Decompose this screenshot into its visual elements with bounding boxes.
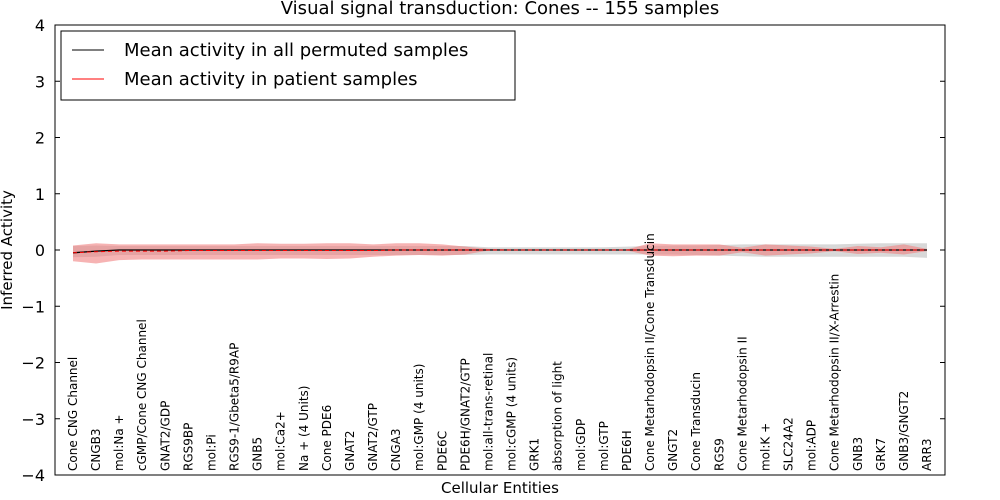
- x-category-label: Cone CNG Channel: [66, 357, 80, 471]
- legend-box: [60, 30, 516, 101]
- x-category-label: mol:GMP (4 units): [412, 364, 426, 471]
- x-category-label: Cone Metarhodopsin II/X-Arrestin: [828, 274, 842, 471]
- x-category-label: GRK7: [874, 438, 888, 471]
- y-tick-label: 2: [35, 129, 45, 148]
- x-category-label: cGMP/Cone CNG Channel: [135, 319, 149, 471]
- y-tick-label: −3: [21, 410, 45, 429]
- x-category-label: mol:cGMP (4 units): [505, 357, 519, 471]
- y-axis-title: Inferred Activity: [0, 190, 16, 310]
- x-category-label: GNAT2/GDP: [158, 401, 172, 471]
- x-category-label: GNGT2: [666, 429, 680, 471]
- x-category-label: Cone PDE6: [320, 405, 334, 471]
- y-tick-label: −2: [21, 354, 45, 373]
- x-category-label: GNB3/GNGT2: [897, 391, 911, 471]
- y-tick-label: 1: [35, 185, 45, 204]
- x-category-label: mol:GTP: [597, 421, 611, 471]
- x-category-label: CNGB3: [89, 428, 103, 471]
- x-category-label: mol:ADP: [805, 420, 819, 471]
- x-category-label: Cone Metarhodopsin II: [735, 336, 749, 471]
- x-category-label: Cone Metarhodopsin II/Cone Transducin: [643, 233, 657, 471]
- y-tick-label: 0: [35, 241, 45, 260]
- band-patient: [73, 243, 927, 264]
- x-category-label: PDE6C: [435, 431, 449, 471]
- series-lines: [72, 249, 927, 254]
- x-category-label: absorption of light: [551, 361, 565, 471]
- x-category-label: RGS9-1/Gbeta5/R9AP: [228, 343, 242, 471]
- x-category-label: Cone Transducin: [689, 372, 703, 471]
- x-category-label: GNAT2/GTP: [366, 403, 380, 471]
- x-category-label: CNGA3: [389, 429, 403, 472]
- y-tick-label: −1: [21, 297, 45, 316]
- x-axis-category-labels: Cone CNG Channel CNGB3 mol:Na + cGMP/Cone C…: [66, 233, 934, 471]
- legend: Mean activity in all permuted samples Me…: [60, 30, 516, 101]
- x-category-label: GNB3: [851, 437, 865, 471]
- x-category-label: mol:K +: [758, 423, 772, 471]
- y-tick-label: 3: [35, 72, 45, 91]
- x-category-label: GRK1: [528, 438, 542, 471]
- x-category-label: PDE6H: [620, 430, 634, 471]
- y-tick-label: 4: [35, 16, 45, 35]
- x-axis-title: Cellular Entities: [441, 479, 559, 497]
- chart-title: Visual signal transduction: Cones -- 155…: [281, 0, 719, 19]
- x-category-label: mol:Na +: [112, 414, 126, 471]
- y-axis-ticks: 4 3 2 1 0 −1 −2 −3 −4: [21, 16, 945, 485]
- x-category-label: mol:Ca2+: [274, 411, 288, 471]
- x-category-label: ARR3: [920, 438, 934, 471]
- x-category-label: SLC24A2: [782, 417, 796, 471]
- x-category-label: mol:all-trans-retinal: [481, 353, 495, 471]
- legend-label-permuted: Mean activity in all permuted samples: [124, 40, 468, 61]
- x-category-label: PDE6H/GNAT2/GTP: [458, 358, 472, 471]
- x-category-label: mol:Pi: [204, 434, 218, 471]
- x-category-label: RGS9BP: [181, 423, 195, 471]
- x-category-label: Na + (4 Units): [297, 385, 311, 471]
- x-category-label: GNB5: [251, 437, 265, 471]
- legend-label-patient: Mean activity in patient samples: [124, 69, 418, 90]
- x-category-label: RGS9: [712, 438, 726, 471]
- line-patient: [72, 249, 927, 254]
- x-category-label: GNAT2: [343, 430, 357, 471]
- y-tick-label: −4: [21, 466, 45, 485]
- x-category-label: mol:GDP: [574, 419, 588, 471]
- plot-frame: [54, 24, 946, 476]
